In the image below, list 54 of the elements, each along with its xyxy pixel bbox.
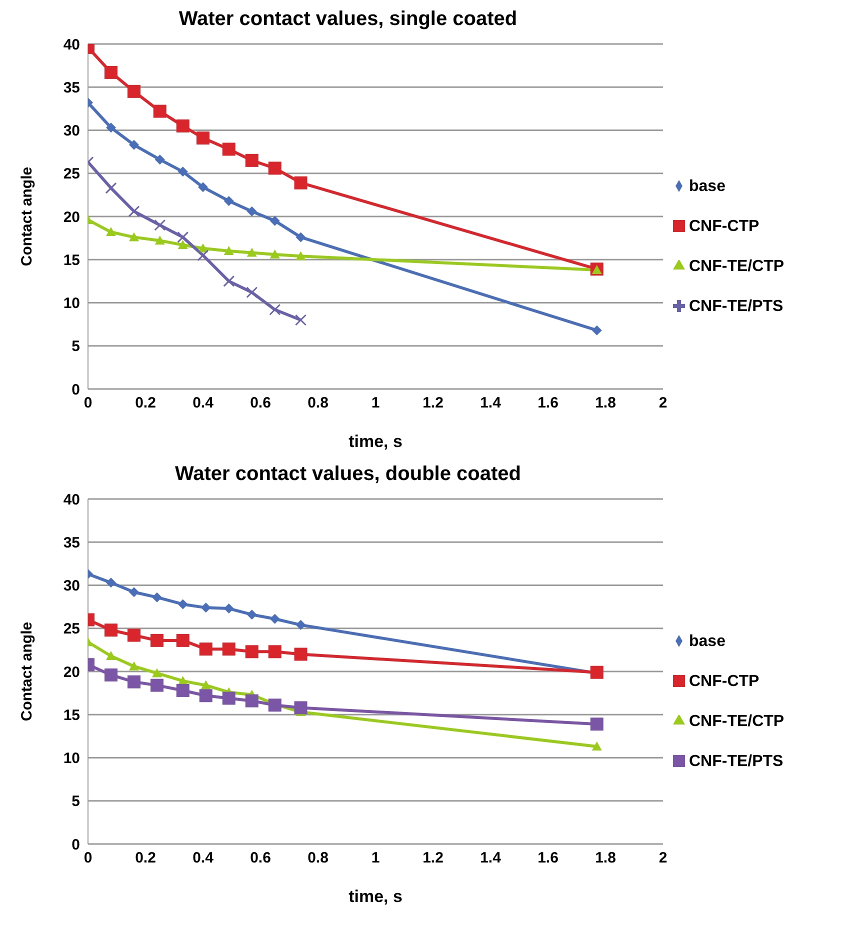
y-tick-label: 15 [63,706,80,724]
x-tick-label: 0.8 [308,850,328,867]
y-tick-label: 30 [63,578,80,595]
legend-label: CNF-TE/PTS [689,752,784,770]
x-tick-label: 1.6 [538,850,558,867]
x-axis-title: time, s [348,432,402,451]
y-tick-label: 0 [72,381,80,398]
legend-label: CNF-TE/CTP [689,712,784,730]
legend-label: base [689,632,726,650]
y-tick-label: 20 [63,208,80,226]
y-tick-label: 15 [63,252,80,269]
x-tick-label: 0.2 [135,850,156,867]
y-tick-label: 20 [63,664,80,681]
x-tick-label: 0 [84,850,92,867]
x-tick-label: 1.8 [595,850,616,867]
legend-label: CNF-CTP [689,672,760,690]
y-tick-label: 35 [63,79,80,96]
x-tick-label: 1 [371,850,380,867]
x-tick-label: 1.6 [538,394,558,412]
x-tick-label: 1.8 [595,394,616,412]
y-tick-label: 25 [63,620,80,638]
x-tick-label: 0.4 [192,394,214,412]
y-tick-label: 40 [63,491,80,508]
legend-label: CNF-TE/PTS [689,298,784,314]
x-tick-label: 0.6 [250,850,271,867]
chart-title: Water contact values, double coated [174,463,522,487]
x-tick-label: 0.6 [250,394,271,412]
x-axis-title: time, s [348,887,402,906]
y-tick-label: 25 [63,166,80,183]
y-tick-label: 30 [63,122,80,140]
y-tick-label: 10 [63,750,80,768]
legend-label: CNF-TE/CTP [689,258,784,274]
legend-label: CNF-CTP [689,218,760,234]
y-tick-label: 35 [63,534,80,552]
x-tick-label: 1.4 [480,394,502,412]
y-tick-label: 0 [72,836,80,854]
x-tick-label: 0.2 [135,394,156,412]
y-tick-label: 10 [63,295,80,312]
x-tick-label: 2 [658,850,668,867]
y-tick-label: 5 [72,338,80,356]
y-axis-title: Contact angle [18,166,36,266]
x-tick-label: 0 [84,394,92,412]
x-tick-label: 0.4 [192,850,214,867]
x-tick-label: 0.8 [308,394,328,412]
legend-label: base [689,178,726,194]
x-tick-label: 1.2 [422,850,444,867]
y-tick-label: 40 [63,36,80,54]
x-tick-label: 1.4 [480,850,502,867]
x-tick-label: 1 [371,394,380,412]
x-tick-label: 1.2 [422,394,444,412]
y-tick-label: 5 [72,793,80,810]
chart-title: Water contact values, single coated [178,8,518,32]
x-tick-label: 2 [658,394,668,412]
y-axis-title: Contact angle [18,622,36,722]
